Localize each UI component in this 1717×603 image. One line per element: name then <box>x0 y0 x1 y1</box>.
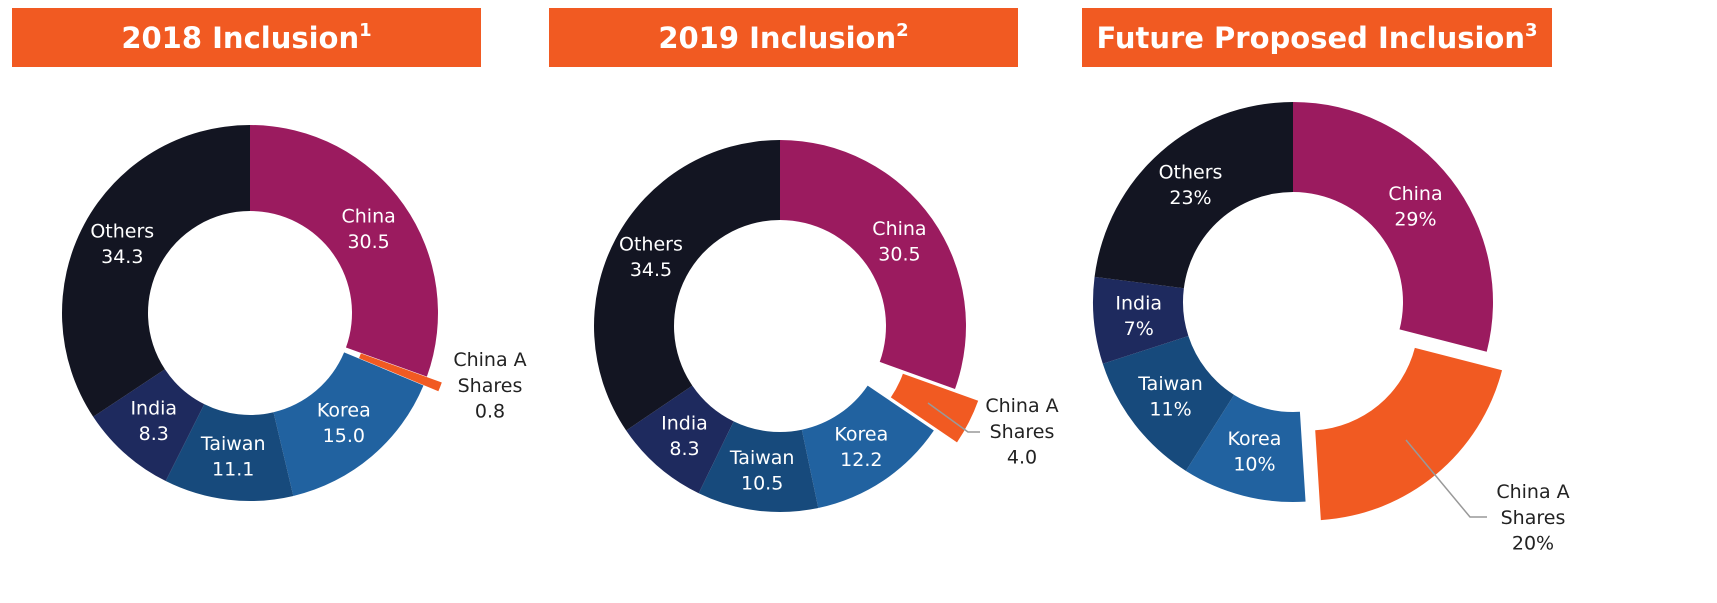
value-label: 29% <box>1394 208 1436 230</box>
chart-title: 2018 Inclusion1 <box>121 20 371 55</box>
slice <box>780 140 967 390</box>
slice <box>165 404 294 501</box>
slice-label: China A Shares <box>1496 481 1569 529</box>
slice <box>250 125 438 377</box>
slice-label: Taiwan <box>1137 373 1203 395</box>
value-label: 0.8 <box>475 401 505 423</box>
title-bar <box>549 8 1018 67</box>
value-label: 10% <box>1233 454 1275 476</box>
value-label: 12.2 <box>840 449 882 471</box>
slice-label: India <box>130 397 177 419</box>
title-note: 3 <box>1525 20 1538 41</box>
title-bar <box>12 8 481 67</box>
value-label: 11.1 <box>212 459 254 481</box>
leader-line <box>927 402 980 433</box>
value-label: 34.3 <box>101 246 143 268</box>
slice <box>1293 102 1493 352</box>
slice <box>273 352 424 496</box>
value-label: 20% <box>1512 533 1554 555</box>
value-label: 23% <box>1169 187 1211 209</box>
slice-label: Others <box>90 220 154 242</box>
value-label: 30.5 <box>347 231 389 253</box>
slice-label: India <box>661 412 708 434</box>
slice-label: Korea <box>834 423 888 445</box>
slice-label: China A Shares <box>985 395 1058 443</box>
value-label: 15.0 <box>323 425 365 447</box>
slice-label: China <box>1388 182 1442 204</box>
value-label: 7% <box>1124 318 1154 340</box>
value-label: 30.5 <box>878 244 920 266</box>
slice <box>62 125 250 417</box>
slice <box>801 385 934 509</box>
chart: 2019 Inclusion2 China 30.5 China A Shares 4.0… <box>549 8 1059 513</box>
slice <box>1185 394 1306 502</box>
value-label: 34.5 <box>630 259 672 281</box>
slice <box>1315 347 1503 521</box>
slice-label: India <box>1115 292 1162 314</box>
slice-label: Taiwan <box>200 433 266 455</box>
slice-label: China A Shares <box>453 349 526 397</box>
slice-label: Others <box>1159 161 1223 183</box>
leader-line <box>1405 439 1487 518</box>
title-note: 1 <box>359 20 372 41</box>
slice <box>359 353 442 392</box>
slice-label: China <box>872 218 926 240</box>
slice-label: Taiwan <box>729 446 795 468</box>
chart-title: 2019 Inclusion2 <box>658 20 908 55</box>
title-note: 2 <box>896 20 909 41</box>
slice-label: Others <box>619 233 683 255</box>
value-label: 11% <box>1149 399 1191 421</box>
value-label: 8.3 <box>139 423 169 445</box>
slice <box>698 421 819 513</box>
value-label: 10.5 <box>741 472 783 494</box>
slice-label: China <box>341 205 395 227</box>
slice-label: Korea <box>317 399 371 421</box>
value-label: 8.3 <box>669 438 699 460</box>
slice-label: Korea <box>1228 428 1282 450</box>
slice <box>93 369 205 482</box>
slice <box>626 385 734 494</box>
slice <box>594 140 780 431</box>
chart: 2018 Inclusion1 China 30.5 China A Shares 0.8… <box>12 8 527 501</box>
title-bar <box>1082 8 1552 67</box>
value-label: 4.0 <box>1007 447 1037 469</box>
chart-title: Future Proposed Inclusion3 <box>1096 20 1537 55</box>
slice <box>1092 276 1189 364</box>
slice <box>1094 102 1293 289</box>
slice <box>1102 335 1235 471</box>
chart: Future Proposed Inclusion3 China 29% China … <box>1082 8 1570 555</box>
